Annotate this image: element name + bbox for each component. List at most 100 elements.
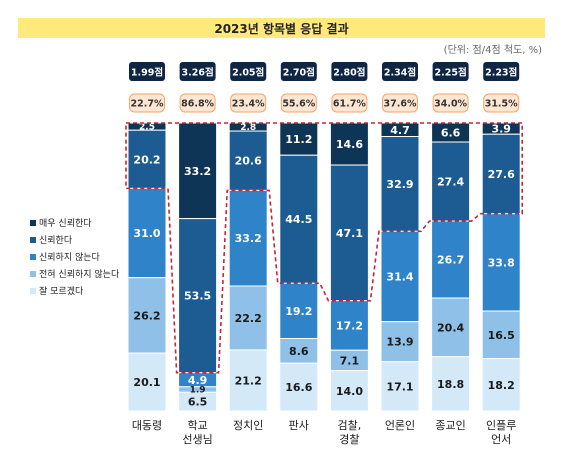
bar-segment	[279, 362, 319, 412]
legend-label: 신뢰하지 않는다	[39, 253, 100, 263]
bar-segment	[228, 285, 268, 351]
data-label: 14.0	[336, 385, 363, 398]
bar-segment	[431, 141, 471, 222]
bar-segment	[279, 122, 319, 156]
percent-label: 61.7%	[333, 99, 366, 110]
bar-segment	[431, 220, 471, 299]
legend-swatch	[30, 220, 36, 226]
percent-label: 31.5%	[485, 99, 518, 110]
data-label: 26.7	[437, 254, 464, 267]
score-label: 2.25점	[435, 67, 467, 79]
data-label: 17.2	[336, 319, 363, 332]
percent-badge	[230, 93, 267, 113]
trust-outline	[125, 122, 523, 374]
percent-badge	[129, 93, 165, 113]
score-badge	[382, 62, 418, 81]
data-label: 8.6	[289, 345, 309, 358]
data-label: 2.5	[139, 123, 155, 133]
score-badge	[230, 62, 267, 81]
bar-segment	[431, 297, 471, 358]
data-label: 2.8	[240, 123, 256, 133]
bar-segment	[380, 361, 420, 412]
score-label: 2.70점	[283, 67, 315, 79]
data-label: 47.1	[336, 227, 363, 240]
percent-badge	[382, 93, 418, 113]
category-label: 판사	[289, 419, 309, 432]
data-label: 21.2	[235, 374, 262, 387]
data-label: 16.5	[488, 329, 515, 342]
percent-label: 22.7%	[131, 99, 164, 110]
legend-label: 잘 모르겠다	[39, 287, 84, 297]
legend-item: 매우 신뢰한다	[30, 216, 92, 229]
data-label: 19.2	[285, 305, 312, 318]
data-label: 31.0	[133, 227, 160, 240]
legend-label: 신뢰한다	[39, 236, 73, 246]
legend-item: 신뢰하지 않는다	[30, 250, 100, 263]
data-label: 20.1	[133, 376, 160, 389]
percent-badge	[483, 93, 520, 113]
bar-segment	[228, 349, 268, 412]
bar-segment	[228, 130, 268, 191]
chart-title: 2023년 항목별 응답 결과	[214, 22, 349, 36]
bar-segment	[481, 358, 521, 412]
legend-item: 신뢰한다	[30, 233, 72, 246]
category-label: 인플루	[486, 419, 516, 432]
data-label: 44.5	[285, 213, 312, 226]
percent-badge	[331, 93, 368, 113]
score-label: 1.99점	[131, 67, 163, 79]
category-label: 검찰,	[338, 419, 362, 432]
score-label: 2.05점	[232, 67, 264, 79]
score-label: 2.80점	[333, 67, 365, 79]
data-label: 16.6	[285, 381, 312, 394]
data-label: 13.9	[386, 336, 413, 349]
bar-segment	[279, 154, 319, 284]
bar-segment	[178, 218, 218, 374]
data-label: 17.1	[386, 380, 413, 393]
data-label: 26.2	[133, 309, 160, 322]
percent-label: 55.6%	[282, 99, 315, 110]
category-label: 언서	[491, 433, 511, 446]
bar-segment	[329, 164, 369, 302]
data-label: 20.4	[437, 321, 464, 334]
data-label: 32.9	[386, 178, 413, 191]
bar-segment	[178, 391, 218, 412]
legend-label: 매우 신뢰한다	[39, 219, 92, 229]
data-label: 11.2	[285, 133, 312, 146]
percent-badge	[432, 93, 469, 113]
category-label: 경찰	[339, 433, 359, 446]
score-badge	[483, 62, 520, 81]
bar-segment	[481, 133, 521, 215]
data-label: 33.2	[235, 232, 262, 245]
data-label: 33.8	[488, 256, 515, 269]
category-label: 선생님	[182, 433, 212, 446]
data-label: 27.4	[437, 176, 464, 189]
score-badge	[280, 62, 317, 81]
legend-item: 잘 모르겠다	[30, 284, 83, 297]
bar-segment	[380, 230, 420, 323]
data-label: 6.5	[188, 396, 208, 409]
legend-label: 전혀 신뢰하지 않는다	[39, 270, 120, 280]
legend-swatch	[30, 271, 36, 277]
data-label: 31.4	[386, 271, 413, 284]
category-label: 정치인	[233, 419, 263, 432]
score-label: 2.23점	[485, 67, 517, 79]
data-label: 27.6	[488, 168, 515, 181]
score-label: 2.34점	[384, 67, 416, 79]
percent-label: 23.4%	[232, 99, 265, 110]
bar-segment	[279, 282, 319, 339]
data-label: 7.1	[340, 354, 360, 367]
data-label: 53.5	[184, 290, 211, 303]
bar-segment	[127, 129, 167, 189]
bar-segment	[431, 356, 471, 412]
percent-label: 86.8%	[181, 99, 214, 110]
data-label: 3.9	[491, 123, 511, 136]
legend-item: 전혀 신뢰하지 않는다	[30, 267, 119, 280]
data-label: 20.2	[133, 153, 160, 166]
data-label: 18.8	[437, 378, 464, 391]
bar-segment	[481, 213, 521, 312]
data-label: 22.2	[235, 312, 262, 325]
bar-segment	[279, 337, 319, 364]
category-label: 학교	[187, 419, 207, 432]
legend-swatch	[30, 288, 36, 294]
